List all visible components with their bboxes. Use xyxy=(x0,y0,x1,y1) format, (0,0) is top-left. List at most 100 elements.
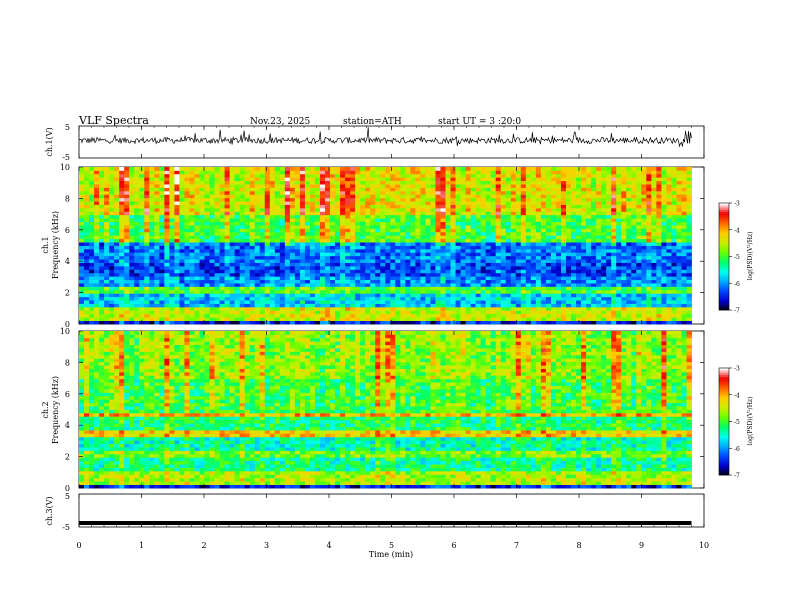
ch1-spectrogram-cell xyxy=(560,207,567,212)
ch1-spectrogram-cell xyxy=(79,317,85,321)
ch1-spectrogram-cell xyxy=(350,269,356,274)
ch1-spectrogram-cell xyxy=(520,245,527,250)
ch1-spectrogram-cell xyxy=(410,194,416,199)
ch1-spectrogram-cell xyxy=(109,272,115,277)
ch1-spectrogram-cell xyxy=(124,231,130,236)
ch1-spectrogram-cell xyxy=(370,283,376,287)
ch1-spectrogram-cell xyxy=(224,300,231,304)
ch1-spectrogram-cell xyxy=(445,187,451,192)
ch1-spectrogram-cell xyxy=(505,286,512,291)
ch1-spectrogram-cell xyxy=(681,313,687,318)
ch1-spectrogram-cell xyxy=(189,194,195,199)
ch1-spectrogram-cell xyxy=(184,242,190,246)
ch1-spectrogram-cell xyxy=(254,218,261,223)
ch1-spectrogram-cell xyxy=(169,303,175,308)
ch1-spectrogram-cell xyxy=(184,259,190,263)
ch1-spectrogram-cell xyxy=(244,187,251,192)
ch1-spectrogram-cell xyxy=(581,242,587,246)
ch1-spectrogram-cell xyxy=(104,197,110,202)
ch1-spectrogram-cell xyxy=(495,279,502,284)
ch1-spectrogram-cell xyxy=(405,320,411,325)
ch1-spectrogram-cell xyxy=(671,242,677,246)
ch1-spectrogram-cell xyxy=(500,225,507,229)
ch1-spectrogram-cell xyxy=(239,207,246,212)
ch1-spectrogram-cell xyxy=(164,276,170,281)
ch1-spectrogram-cell xyxy=(631,245,637,250)
ch1-spectrogram-cell xyxy=(510,221,517,226)
ch1-spectrogram-cell xyxy=(254,259,261,263)
ch1-spectrogram-cell xyxy=(520,306,527,311)
ch1-spectrogram-cell xyxy=(169,255,175,260)
ch1-spectrogram-cell xyxy=(555,320,562,325)
ch1-spectrogram-cell xyxy=(269,272,276,277)
ch1-spectrogram-cell xyxy=(139,201,145,205)
ch1-spectrogram-cell xyxy=(169,221,175,226)
ch1-spectrogram-cell xyxy=(601,197,607,202)
ch1-spectrogram-cell xyxy=(646,221,652,226)
ch1-spectrogram-cell xyxy=(204,201,210,205)
ch1-spectrogram-cell xyxy=(520,286,527,291)
ch1-spectrogram-cell xyxy=(586,231,592,236)
ch1-spectrogram-cell xyxy=(495,245,502,250)
ch1-spectrogram-cell xyxy=(229,320,236,325)
ch1-spectrogram-cell xyxy=(445,242,451,246)
ch1-spectrogram-cell xyxy=(601,300,607,304)
ch1-spectrogram-cell xyxy=(304,225,311,229)
ch1-spectrogram-cell xyxy=(214,289,220,294)
ch1-spectrogram-cell xyxy=(646,238,652,243)
ch1-spectrogram-cell xyxy=(375,184,381,188)
ch1-spectrogram-cell xyxy=(299,190,306,195)
ch1-spectrogram-cell xyxy=(686,306,692,311)
ch1-spectrogram-cell xyxy=(84,235,90,240)
ch1-spectrogram-cell xyxy=(576,296,582,301)
ch1-spectrogram-cell xyxy=(365,252,371,257)
ch1-spectrogram-cell xyxy=(355,231,361,236)
ch1-spectrogram-cell xyxy=(440,306,446,311)
ch1-spectrogram-cell xyxy=(631,262,637,267)
ch1-spectrogram-cell xyxy=(435,218,441,223)
ch1-spectrogram-cell xyxy=(164,187,170,192)
ch1-spectrogram-cell xyxy=(109,259,115,263)
ch1-spectrogram-cell xyxy=(274,218,281,223)
ch1-spectrogram-cell xyxy=(450,276,456,281)
ch1-spectrogram-cell xyxy=(410,265,416,270)
ch1-spectrogram-cell xyxy=(390,259,396,263)
ch1-spectrogram-cell xyxy=(525,303,532,308)
ch1-spectrogram-cell xyxy=(314,228,321,233)
ch1-spectrogram-cell xyxy=(410,306,416,311)
ch1-spectrogram-cell xyxy=(621,283,627,287)
ch1-spectrogram-cell xyxy=(309,201,316,205)
ch1-spectrogram-cell xyxy=(455,252,461,257)
ch1-spectrogram-cell xyxy=(445,207,451,212)
ch1-spectrogram-cell xyxy=(154,231,160,236)
ch1-spectrogram-cell xyxy=(420,214,426,219)
ch1-spectrogram-cell xyxy=(119,238,125,243)
ch1-spectrogram-cell xyxy=(686,317,692,321)
ch1-spectrogram-cell xyxy=(485,190,492,195)
ch1-spectrogram-cell xyxy=(395,252,401,257)
ch1-spectrogram-cell xyxy=(485,184,492,188)
ch1-spectrogram-cell xyxy=(269,190,276,195)
ch1-spectrogram-cell xyxy=(164,286,170,291)
ch1-spectrogram-cell xyxy=(565,289,572,294)
ch1-spectrogram-cell xyxy=(89,248,95,253)
ch1-spectrogram-cell xyxy=(485,197,492,202)
ch1-spectrogram-cell xyxy=(440,293,446,298)
ch1-spectrogram-cell xyxy=(309,218,316,223)
ch1-spectrogram-cell xyxy=(174,272,180,277)
ch1-spectrogram-cell xyxy=(309,286,316,291)
ch1-spectrogram-cell xyxy=(671,204,677,209)
ch1-spectrogram-cell xyxy=(420,245,426,250)
ch1-spectrogram-cell xyxy=(314,313,321,318)
ch1-spectrogram-cell xyxy=(154,187,160,192)
ch1-spectrogram-cell xyxy=(94,187,100,192)
ch1-spectrogram-cell xyxy=(545,214,552,219)
ch1-spectrogram-cell xyxy=(219,248,225,253)
ch1-spectrogram-cell xyxy=(234,225,241,229)
ch1-spectrogram-cell xyxy=(204,238,210,243)
ch1-spectrogram-cell xyxy=(360,248,366,253)
ch1-spectrogram-cell xyxy=(214,238,220,243)
ch1-waveform-ylabel: ch.1(V) xyxy=(45,127,54,156)
ch1-spectrogram-cell xyxy=(139,245,145,250)
ch1-spectrogram-cell xyxy=(234,259,241,263)
